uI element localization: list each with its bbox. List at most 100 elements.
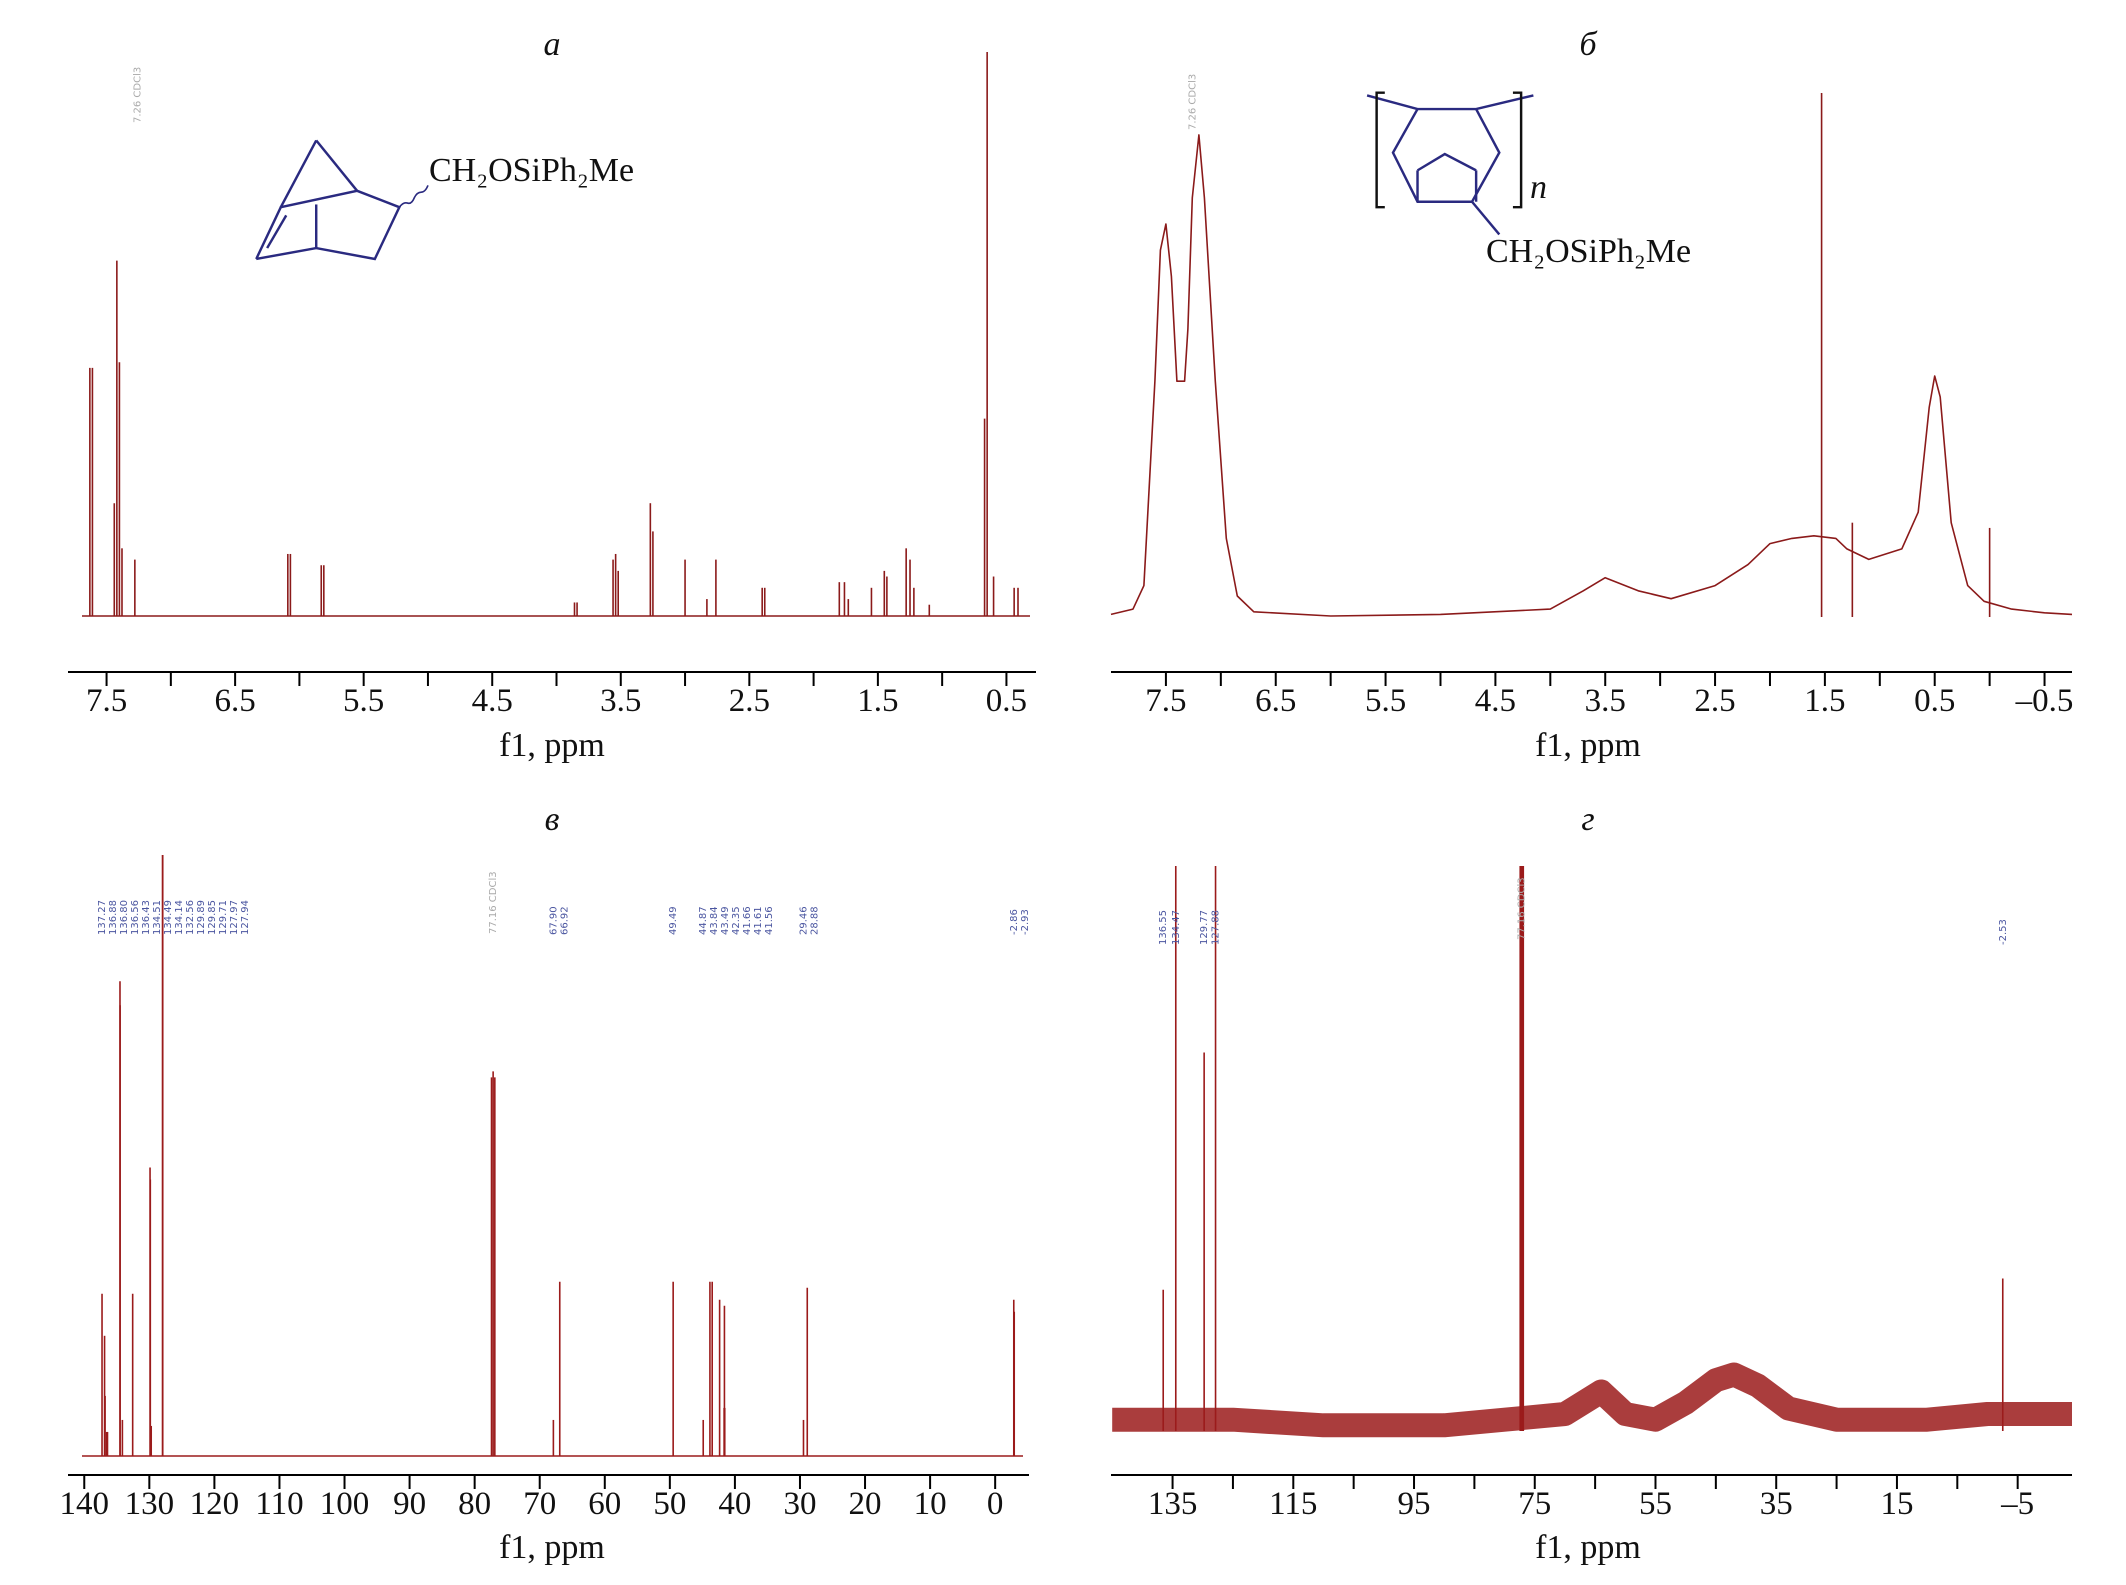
x-tick-label: 30: [783, 1486, 816, 1522]
peak-label: 28.88: [809, 906, 820, 935]
x-tick-label: 55: [1639, 1486, 1672, 1522]
x-tick-label: –5: [2000, 1486, 2034, 1522]
solvent-label: 7.26 CDCl3: [132, 67, 143, 123]
solvent-label: 77.16 CDCl3: [1517, 877, 1528, 940]
peak-label: 129.85: [207, 900, 218, 935]
x-tick-label: 2.5: [729, 683, 770, 719]
x-tick-label: 4.5: [1475, 683, 1516, 719]
x-tick-label: 80: [458, 1486, 491, 1522]
peak-label: 29.46: [798, 906, 809, 935]
peak-label: 127.94: [240, 900, 251, 935]
x-axis-label: f1, ppm: [499, 727, 605, 764]
x-axis-label: f1, ppm: [499, 1529, 605, 1566]
peak-label: -2.93: [1020, 909, 1031, 935]
x-tick-label: 70: [523, 1486, 556, 1522]
x-tick-label: 15: [1880, 1486, 1913, 1522]
formula: CH₂OSiPh₂Me: [1486, 233, 1691, 270]
x-tick-label: 5.5: [1365, 683, 1406, 719]
peak-label: 136.43: [141, 900, 152, 935]
bracket: [1375, 91, 1385, 209]
formula: CH₂OSiPh₂Me: [429, 152, 634, 189]
x-tick-label: 120: [190, 1486, 240, 1522]
x-tick-label: 1.5: [857, 683, 898, 719]
peak-label: 41.61: [753, 906, 764, 935]
peak-label: -2.86: [1009, 909, 1020, 935]
spectrum-envelope: [1112, 1362, 2072, 1438]
x-axis-label: f1, ppm: [1535, 727, 1641, 764]
peak-label: 127.88: [1211, 910, 1222, 945]
x-tick-label: 0.5: [986, 683, 1027, 719]
peak-label: 136.80: [119, 900, 130, 935]
x-tick-label: 3.5: [1585, 683, 1626, 719]
x-tick-label: 130: [125, 1486, 175, 1522]
ring: [1391, 108, 1501, 203]
x-tick-label: 90: [393, 1486, 426, 1522]
x-tick-label: 1.5: [1804, 683, 1845, 719]
x-tick-label: 3.5: [600, 683, 641, 719]
norbornene-ring: [255, 189, 402, 261]
peak-label: 137.27: [97, 900, 108, 935]
peak-label: 41.66: [742, 906, 753, 935]
x-tick-label: 7.5: [86, 683, 127, 719]
x-tick-label: 6.5: [1255, 683, 1296, 719]
peak-label: 41.56: [764, 906, 775, 935]
peak-label: 43.49: [720, 906, 731, 935]
x-tick-label: 140: [60, 1486, 110, 1522]
x-tick-label: 110: [255, 1486, 303, 1522]
x-tick-label: 6.5: [214, 683, 255, 719]
x-axis-label: f1, ppm: [1535, 1529, 1641, 1566]
wavy-bond: [398, 185, 429, 208]
x-tick-label: 2.5: [1694, 683, 1735, 719]
substituent-bond: [1471, 200, 1501, 236]
x-tick-label: 0: [987, 1486, 1004, 1522]
x-tick-label: 35: [1760, 1486, 1793, 1522]
peak-label: 136.56: [130, 900, 141, 935]
x-tick-label: 5.5: [343, 683, 384, 719]
peak-label: 67.90: [548, 906, 559, 935]
double-bond: [266, 214, 288, 249]
x-tick-label: 135: [1148, 1486, 1198, 1522]
panel-title: в: [545, 801, 560, 838]
x-tick-label: 10: [914, 1486, 947, 1522]
peak-label: -2.53: [1998, 919, 2009, 945]
x-tick-label: 20: [849, 1486, 882, 1522]
peak-label: 134.49: [163, 900, 174, 935]
peak-label: 49.49: [668, 906, 679, 935]
x-tick-label: 95: [1398, 1486, 1431, 1522]
solvent-label: 77.16 CDCl3: [488, 871, 499, 934]
x-tick-label: 75: [1518, 1486, 1551, 1522]
x-tick-label: –0.5: [2015, 683, 2074, 719]
x-tick-label: 40: [718, 1486, 751, 1522]
repeat-label: n: [1530, 169, 1547, 206]
peak-label: 129.89: [196, 900, 207, 935]
peak-label: 134.14: [174, 900, 185, 935]
peak-label: 136.88: [108, 900, 119, 935]
panel-title: б: [1579, 26, 1598, 63]
peak-label: 129.71: [218, 900, 229, 935]
spectrum-envelope: [1110, 134, 2073, 617]
peak-label: 42.35: [731, 906, 742, 935]
bridge: [1416, 152, 1477, 172]
panel-title: а: [544, 26, 561, 63]
peak-label: 134.47: [1171, 910, 1182, 945]
peak-label: 127.97: [229, 900, 240, 935]
solvent-label: 7.26 CDCl3: [1187, 74, 1198, 130]
x-tick-label: 7.5: [1145, 683, 1186, 719]
structures: [255, 91, 1534, 261]
peak-label: 134.51: [152, 900, 163, 935]
x-tick-label: 115: [1269, 1486, 1317, 1522]
peak-label: 132.56: [185, 900, 196, 935]
peak-label: 44.87: [698, 906, 709, 935]
peak-label: 129.77: [1199, 910, 1210, 945]
peak-label: 43.84: [709, 906, 720, 935]
x-tick-label: 0.5: [1914, 683, 1955, 719]
bracket: [1512, 91, 1523, 209]
peak-label: 136.55: [1158, 910, 1169, 945]
x-tick-label: 50: [653, 1486, 686, 1522]
x-tick-label: 4.5: [472, 683, 513, 719]
bridge-bond: [315, 139, 359, 192]
peak-label: 66.92: [559, 906, 570, 935]
panel-title: г: [1581, 801, 1594, 838]
bridge-bond: [279, 139, 318, 208]
